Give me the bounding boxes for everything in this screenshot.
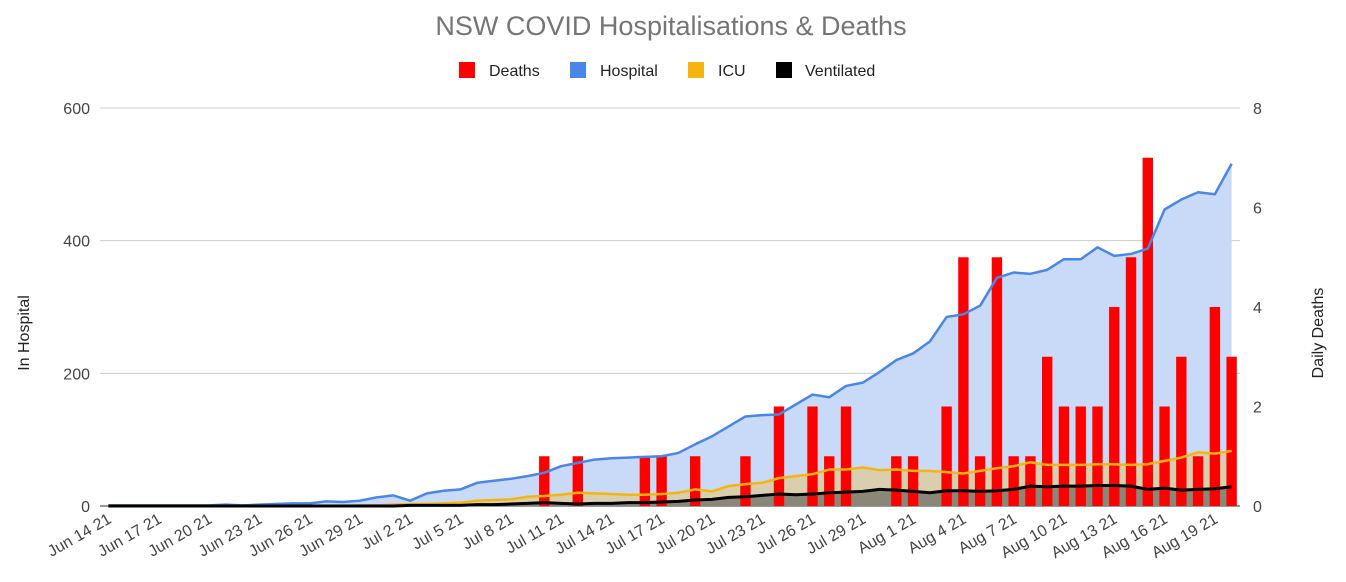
death-bar — [1109, 307, 1120, 506]
legend-label-icu: ICU — [718, 63, 746, 80]
death-bar — [958, 257, 969, 506]
death-bar — [572, 456, 583, 506]
death-bar — [1159, 406, 1170, 506]
line-ventilated — [108, 483, 1232, 508]
death-bar — [773, 406, 785, 506]
legend-swatch-hospital — [570, 62, 586, 78]
death-bar — [991, 257, 1003, 506]
y-tick-label-right: 6 — [1253, 201, 1262, 218]
y-tick-label-left: 600 — [63, 101, 90, 118]
legend-label-ventilated: Ventilated — [805, 63, 875, 80]
death-bar — [740, 456, 751, 506]
legend-label-deaths: Deaths — [489, 63, 540, 80]
legend-swatch-ventilated — [776, 62, 792, 78]
death-bar — [824, 456, 835, 506]
y-tick-label-right: 8 — [1253, 101, 1262, 118]
death-bar — [941, 406, 952, 506]
death-bar — [1058, 406, 1070, 506]
death-bar — [907, 456, 919, 506]
death-bar — [1008, 456, 1019, 506]
death-bar — [1092, 406, 1103, 506]
death-bar — [689, 456, 701, 506]
line-hospital — [108, 163, 1233, 507]
x-tick-label: Jul 2 21 — [359, 511, 416, 554]
death-bar — [1176, 356, 1187, 506]
line-series — [108, 163, 1233, 508]
legend-label-hospital: Hospital — [600, 63, 658, 80]
death-bar — [656, 456, 667, 506]
death-bar — [840, 406, 852, 506]
death-bar — [1025, 456, 1036, 506]
death-bar — [1226, 356, 1237, 506]
x-tick-label: Jul 5 21 — [409, 511, 466, 554]
death-bar — [1142, 157, 1153, 506]
death-bar — [1075, 406, 1086, 506]
death-bar — [1125, 257, 1137, 506]
legend-swatch-deaths — [459, 62, 475, 78]
death-bar — [891, 456, 902, 506]
death-bar — [1209, 307, 1221, 506]
y-tick-label-right: 4 — [1253, 300, 1262, 317]
chart-title: NSW COVID Hospitalisations & Deaths — [435, 11, 906, 41]
death-bar — [639, 456, 651, 506]
death-bar — [539, 456, 550, 506]
death-bars — [539, 157, 1237, 506]
legend: Deaths Hospital ICU Ventilated — [459, 62, 875, 80]
death-bar — [1042, 356, 1053, 506]
y-tick-label-left: 0 — [81, 499, 90, 516]
death-bar — [974, 456, 986, 506]
y-axis-title-right: Daily Deaths — [1310, 288, 1327, 379]
y-axis-title-left: In Hospital — [16, 295, 33, 371]
death-bar — [1192, 456, 1204, 506]
y-tick-label-left: 200 — [63, 366, 90, 383]
y-tick-label-left: 400 — [63, 234, 90, 251]
legend-swatch-icu — [688, 62, 704, 78]
y-tick-label-right: 0 — [1253, 499, 1262, 516]
y-tick-label-right: 2 — [1253, 400, 1262, 417]
death-bar — [807, 406, 818, 506]
